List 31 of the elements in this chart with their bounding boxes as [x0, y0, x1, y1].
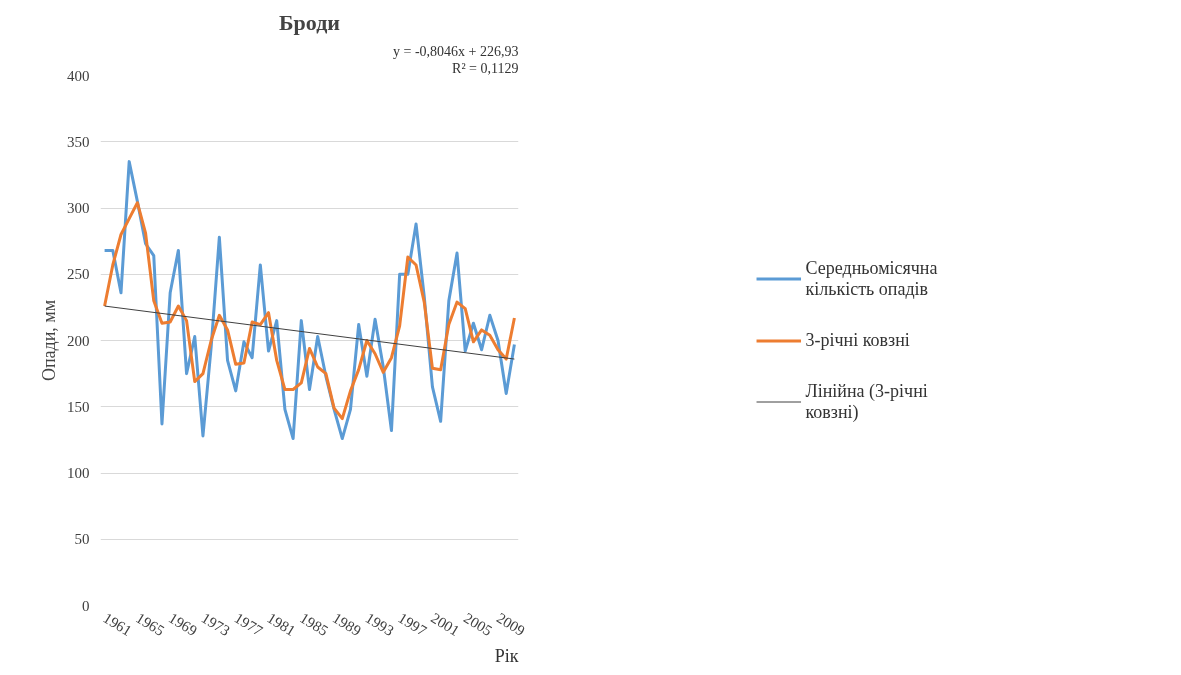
x-tick-label: 1997 [395, 609, 430, 640]
text: y = -0,8046x + 226,93 [393, 43, 519, 59]
x-tick-label: 1969 [165, 609, 200, 639]
legend-label: 3-річні ковзні [805, 329, 910, 351]
x-tick-label: 2009 [493, 609, 528, 639]
x-tick-label: 1977 [231, 609, 266, 640]
y-tick-label: 200 [67, 332, 90, 349]
annotation: R² = 0,1129 [452, 60, 519, 76]
x-tick-label: 1973 [198, 609, 233, 639]
legend-label: Лінійна (3-річні ковзні) [805, 380, 928, 423]
x-tick-label: 1989 [329, 609, 364, 639]
y-tick-label: 150 [67, 398, 90, 415]
y-tick-label: 250 [67, 266, 90, 283]
y-tick-label: 300 [67, 200, 90, 216]
y-axis-title: Опади, мм [39, 299, 59, 382]
y-tick-label: 350 [67, 133, 90, 150]
x-tick-label: 1985 [297, 609, 332, 639]
y-tick-label: 400 [67, 67, 90, 84]
x-tick-label: 1965 [133, 609, 168, 639]
x-tick-label: 1981 [264, 609, 299, 639]
y-tick-label: 0 [82, 597, 90, 614]
y-tick-label: 50 [74, 531, 90, 548]
x-tick-label: 2005 [461, 609, 495, 639]
x-axis-title: Рік [494, 645, 519, 666]
line-series [103, 201, 516, 421]
chart-title: Броди [279, 9, 341, 35]
legend-label: Середньомісячна кількість опадів [805, 257, 938, 300]
x-tick-label: 1961 [100, 609, 135, 639]
y-tick-label: 100 [67, 465, 90, 481]
x-tick-label: 1993 [362, 609, 397, 639]
x-tick-label: 2001 [428, 609, 463, 639]
